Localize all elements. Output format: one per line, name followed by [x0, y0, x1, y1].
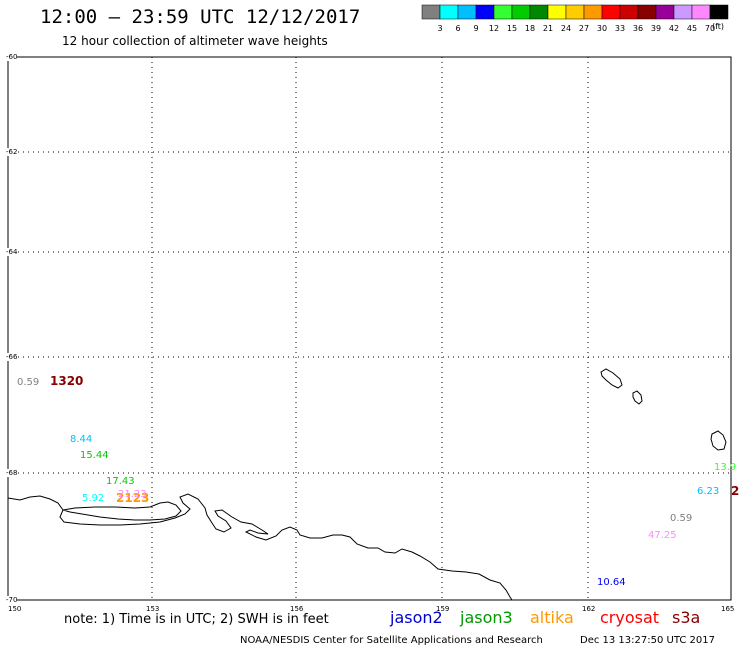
color-scale-tick: 15	[507, 24, 517, 33]
latitude-label: -66	[6, 353, 18, 361]
color-scale-swatch	[709, 4, 729, 20]
color-scale-tick: 6	[455, 24, 460, 33]
island-2	[632, 390, 643, 405]
color-scale-tick: 70	[705, 24, 715, 33]
longitude-label: 162	[582, 605, 596, 613]
wave-height-label: 2123	[116, 491, 150, 505]
longitude-label: 159	[436, 605, 450, 613]
color-scale-tick: 3	[437, 24, 442, 33]
latitude-label: -62	[6, 148, 18, 156]
longitude-label: 156	[290, 605, 304, 613]
satellite-legend-s3a: s3a	[672, 608, 701, 627]
color-scale-tick: 24	[561, 24, 571, 33]
wave-height-label: 0.59	[17, 377, 40, 388]
wave-height-label: 47.25	[648, 530, 677, 541]
color-scale-bar: 3 6 9 12 15 18 21 24 27 30 33 36 39 42 45 70	[421, 4, 729, 33]
longitude-label: 153	[146, 605, 160, 613]
wave-height-label: 5.92	[82, 493, 105, 504]
color-scale-tick: 33	[615, 24, 625, 33]
generated-timestamp: Dec 13 13:27:50 UTC 2017	[580, 635, 715, 646]
color-scale-tick: 36	[633, 24, 643, 33]
coastline-antarctica	[7, 493, 513, 601]
color-scale-tick: 39	[651, 24, 661, 33]
credit-line: NOAA/NESDIS Center for Satellite Applica…	[240, 635, 543, 646]
color-scale-tick: 12	[489, 24, 499, 33]
map-subtitle: 12 hour collection of altimeter wave hei…	[62, 34, 328, 48]
latitude-label: -70	[6, 596, 18, 604]
wave-height-label: 8.44	[70, 434, 93, 445]
longitude-label: 150	[8, 605, 22, 613]
island-3	[710, 430, 727, 451]
graticule	[8, 57, 731, 600]
map-title: 12:00 – 23:59 UTC 12/12/2017	[40, 6, 361, 28]
color-scale-tick: 45	[687, 24, 697, 33]
satellite-legend-altika: altika	[530, 608, 574, 627]
satellite-legend-cryosat: cryosat	[600, 608, 660, 627]
latitude-label: -68	[6, 469, 18, 477]
wave-height-label: 17.43	[106, 476, 135, 487]
wave-height-label: 0.59	[670, 513, 693, 524]
latitude-label: -60	[6, 53, 18, 61]
footnote: note: 1) Time is in UTC; 2) SWH is in fe…	[64, 612, 329, 627]
wave-height-label: 1320	[50, 374, 84, 388]
wave-height-label: 15.44	[80, 450, 109, 461]
latitude-label: -64	[6, 248, 18, 256]
island-1	[600, 368, 623, 389]
color-scale-unit: (ft)	[712, 22, 725, 31]
map-frame	[7, 56, 732, 601]
color-scale-tick: 42	[669, 24, 679, 33]
wave-height-label: 2	[731, 484, 740, 498]
coastline-inner-island	[62, 501, 182, 521]
wave-height-label: 6.23	[697, 486, 720, 497]
satellite-legend-jason3: jason3	[460, 608, 513, 627]
satellite-legend-jason2: jason2	[390, 608, 443, 627]
color-scale-tick: 30	[597, 24, 607, 33]
wave-height-label: 13.9	[714, 462, 737, 473]
longitude-label: 165	[721, 605, 735, 613]
color-scale-tick: 9	[473, 24, 478, 33]
wave-height-label: 21.23	[118, 489, 147, 500]
wave-height-label: 10.64	[597, 577, 626, 588]
color-scale-tick: 27	[579, 24, 589, 33]
color-scale-tick: 18	[525, 24, 535, 33]
color-scale-tick: 21	[543, 24, 553, 33]
